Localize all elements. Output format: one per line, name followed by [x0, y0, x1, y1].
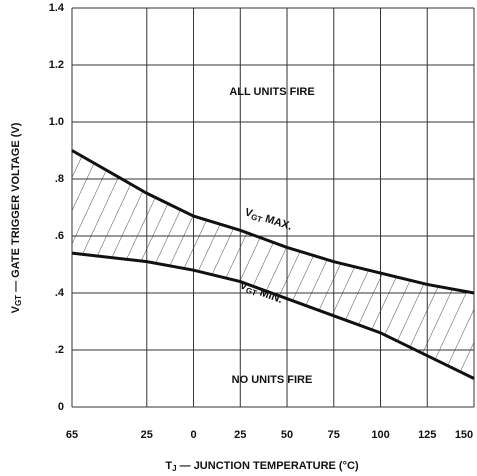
x-axis-label-subscript: J: [172, 464, 176, 473]
y-tick-label: .4: [55, 287, 65, 299]
y-axis-label-subscript: GT: [14, 295, 23, 306]
x-tick-label: 0: [190, 429, 196, 441]
x-tick-label: 65: [66, 429, 78, 441]
y-tick-label: 1.0: [49, 116, 64, 128]
x-tick-label: 75: [328, 429, 340, 441]
y-tick-label: 0: [58, 401, 64, 413]
legend-label-subscript: GT: [244, 286, 258, 298]
legend-label: VGT MAX.: [243, 206, 294, 234]
y-tick-label: .2: [55, 344, 64, 356]
x-tick-label: 150: [455, 429, 473, 441]
y-axis-label-symbol: V: [10, 305, 22, 313]
annotation: ALL UNITS FIRE: [229, 86, 314, 98]
x-tick-label: 25: [234, 429, 246, 441]
x-axis-label-text: — JUNCTION TEMPERATURE (°C): [177, 460, 359, 472]
hatch-band: [72, 150, 474, 379]
annotation: NO UNITS FIRE: [232, 374, 313, 386]
legend-label-text: MAX.: [261, 212, 294, 233]
y-tick-label: .6: [55, 230, 64, 242]
curve: [71, 149, 475, 295]
x-tick-label: 125: [418, 429, 436, 441]
y-tick-label: 1.4: [49, 2, 65, 14]
y-axis-label-text: — GATE TRIGGER VOLTAGE (V): [10, 122, 22, 295]
x-axis-label: TJ — JUNCTION TEMPERATURE (°C): [165, 460, 359, 473]
x-axis-label-symbol: T: [165, 460, 172, 472]
legend-label-subscript: GT: [250, 212, 263, 224]
curve: [71, 251, 475, 380]
y-tick-label: 1.2: [49, 59, 64, 71]
x-tick-label: 50: [281, 429, 293, 441]
y-tick-label: .8: [55, 173, 64, 185]
y-axis-label: VGT — GATE TRIGGER VOLTAGE (V): [10, 122, 23, 313]
x-tick-label: 100: [371, 429, 389, 441]
legend-label-symbol: V: [243, 206, 254, 220]
legend-label-symbol: V: [238, 279, 250, 293]
x-tick-label: 25: [141, 429, 153, 441]
